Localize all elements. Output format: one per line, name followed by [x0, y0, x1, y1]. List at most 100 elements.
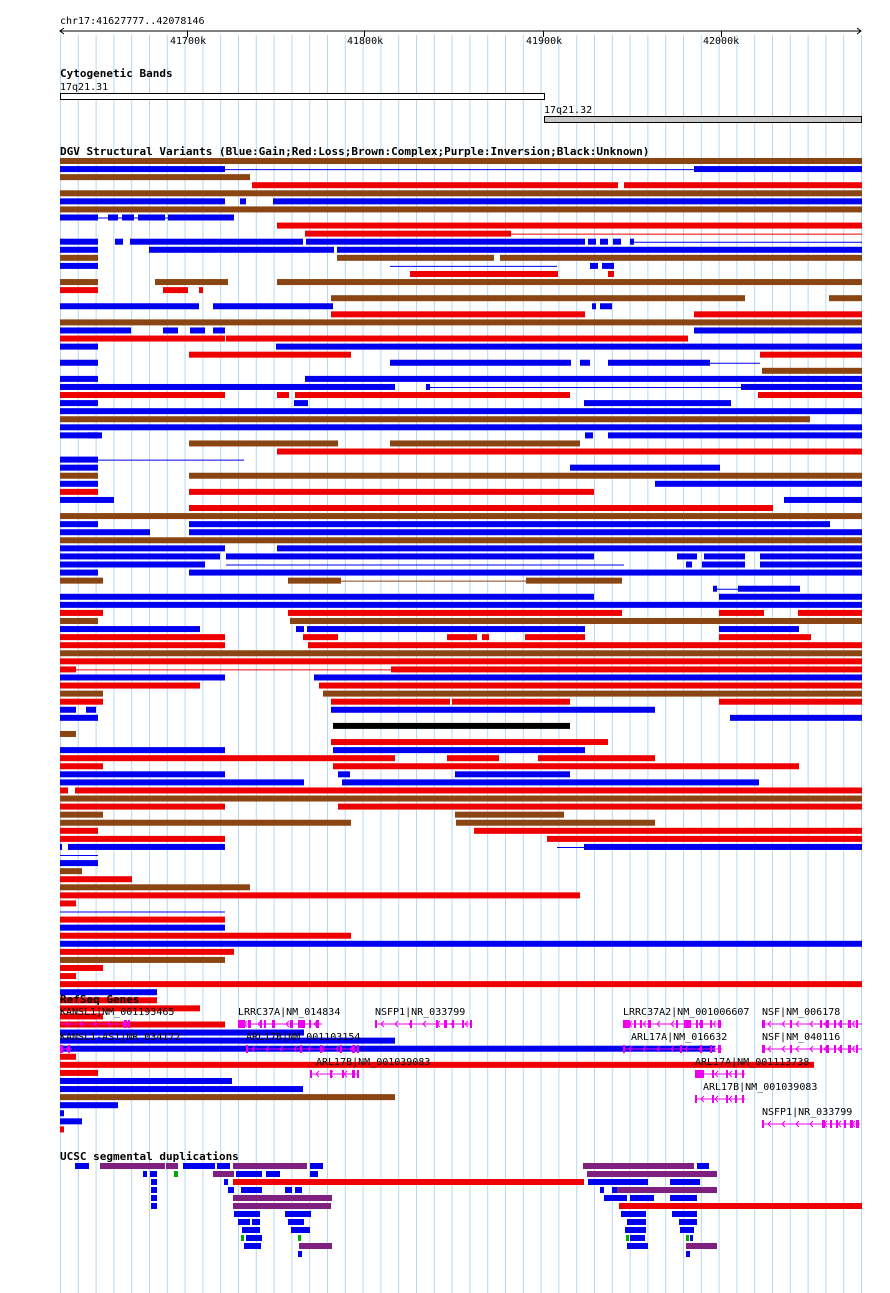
- segdup-feature[interactable]: [619, 1203, 862, 1209]
- gene-exon[interactable]: [300, 1045, 302, 1053]
- dgv-variant[interactable]: [277, 222, 862, 229]
- dgv-variant[interactable]: [60, 424, 862, 431]
- dgv-variant[interactable]: [741, 383, 862, 390]
- segdup-feature[interactable]: [626, 1235, 629, 1241]
- segdup-feature[interactable]: [228, 1187, 234, 1193]
- gene-exon[interactable]: [290, 1020, 293, 1028]
- cytoband[interactable]: [544, 116, 862, 123]
- dgv-variant[interactable]: [60, 343, 98, 350]
- dgv-variant[interactable]: [60, 730, 76, 737]
- gene-exon[interactable]: [676, 1020, 678, 1028]
- dgv-variant[interactable]: [60, 747, 225, 754]
- gene-exon[interactable]: [340, 1045, 342, 1053]
- segdup-feature[interactable]: [166, 1163, 178, 1169]
- dgv-variant[interactable]: [290, 617, 862, 624]
- gene-exon[interactable]: [718, 1045, 721, 1053]
- dgv-variant[interactable]: [60, 158, 862, 164]
- dgv-variant[interactable]: [60, 359, 98, 366]
- segdup-feature[interactable]: [672, 1211, 697, 1217]
- dgv-variant[interactable]: [702, 561, 745, 568]
- dgv-variant[interactable]: [337, 254, 494, 261]
- gene-exon[interactable]: [462, 1020, 464, 1028]
- segdup-feature[interactable]: [630, 1235, 645, 1241]
- dgv-variant[interactable]: [60, 900, 76, 907]
- segdup-feature[interactable]: [288, 1219, 304, 1225]
- dgv-variant[interactable]: [60, 916, 225, 923]
- dgv-variant[interactable]: [60, 383, 395, 390]
- dgv-variant[interactable]: [163, 327, 178, 334]
- segdup-feature[interactable]: [686, 1235, 689, 1241]
- dgv-variant[interactable]: [590, 262, 598, 269]
- gene-exon[interactable]: [735, 1070, 737, 1078]
- segdup-feature[interactable]: [621, 1211, 646, 1217]
- segdup-feature[interactable]: [630, 1195, 654, 1201]
- dgv-variant[interactable]: [694, 311, 862, 318]
- gene-exon[interactable]: [634, 1020, 636, 1028]
- dgv-variant[interactable]: [60, 400, 98, 407]
- gene-exon[interactable]: [444, 1020, 447, 1028]
- dgv-variant[interactable]: [60, 1037, 395, 1044]
- segdup-feature[interactable]: [244, 1243, 261, 1249]
- dgv-variant[interactable]: [60, 1069, 98, 1076]
- dgv-variant[interactable]: [149, 246, 334, 253]
- dgv-variant[interactable]: [60, 706, 76, 713]
- dgv-variant[interactable]: [456, 819, 655, 826]
- dgv-variant[interactable]: [60, 779, 304, 786]
- dgv-variant[interactable]: [608, 432, 862, 439]
- dgv-variant[interactable]: [60, 795, 862, 802]
- gene-exon[interactable]: [68, 1045, 70, 1053]
- gene-exon[interactable]: [696, 1020, 698, 1028]
- dgv-variant[interactable]: [60, 609, 103, 616]
- gene-exon[interactable]: [260, 1020, 262, 1028]
- gene-exon[interactable]: [820, 1020, 822, 1028]
- dgv-variant[interactable]: [60, 1029, 304, 1036]
- dgv-variant[interactable]: [331, 295, 745, 302]
- gene-exon[interactable]: [762, 1020, 765, 1028]
- dgv-variant[interactable]: [226, 335, 688, 342]
- dgv-variant[interactable]: [60, 956, 225, 963]
- segdup-feature[interactable]: [670, 1195, 697, 1201]
- gene-exon[interactable]: [836, 1120, 838, 1128]
- dgv-variant[interactable]: [390, 359, 571, 366]
- dgv-variant[interactable]: [60, 166, 225, 173]
- segdup-feature[interactable]: [617, 1187, 717, 1193]
- gene-exon[interactable]: [856, 1120, 859, 1128]
- dgv-variant[interactable]: [547, 835, 862, 842]
- dgv-variant[interactable]: [60, 755, 395, 762]
- segdup-feature[interactable]: [151, 1203, 157, 1209]
- dgv-variant[interactable]: [60, 1061, 814, 1068]
- dgv-variant[interactable]: [60, 593, 594, 600]
- dgv-variant[interactable]: [538, 755, 655, 762]
- dgv-variant[interactable]: [337, 246, 862, 253]
- dgv-variant[interactable]: [584, 400, 731, 407]
- dgv-variant[interactable]: [60, 416, 810, 423]
- dgv-variant[interactable]: [288, 609, 622, 616]
- dgv-variant[interactable]: [60, 1126, 64, 1133]
- segdup-feature[interactable]: [233, 1163, 307, 1169]
- dgv-variant[interactable]: [60, 698, 103, 705]
- gene-exon[interactable]: [330, 1070, 332, 1078]
- dgv-variant[interactable]: [526, 577, 622, 584]
- segdup-feature[interactable]: [236, 1171, 262, 1177]
- dgv-variant[interactable]: [60, 472, 98, 479]
- dgv-variant[interactable]: [730, 714, 862, 721]
- dgv-variant[interactable]: [60, 658, 862, 665]
- segdup-feature[interactable]: [151, 1187, 157, 1193]
- dgv-variant[interactable]: [410, 270, 558, 277]
- dgv-variant[interactable]: [760, 561, 862, 568]
- dgv-variant[interactable]: [60, 432, 98, 439]
- dgv-variant[interactable]: [199, 287, 203, 294]
- segdup-feature[interactable]: [588, 1179, 648, 1185]
- dgv-variant[interactable]: [333, 747, 585, 754]
- dgv-variant[interactable]: [294, 400, 308, 407]
- dgv-variant[interactable]: [213, 303, 333, 310]
- dgv-variant[interactable]: [303, 634, 338, 641]
- segdup-feature[interactable]: [587, 1171, 717, 1177]
- dgv-variant[interactable]: [60, 981, 862, 988]
- segdup-feature[interactable]: [151, 1179, 157, 1185]
- segdup-feature[interactable]: [299, 1243, 332, 1249]
- dgv-variant[interactable]: [686, 561, 692, 568]
- gene-exon[interactable]: [826, 1020, 829, 1028]
- dgv-variant[interactable]: [60, 1013, 103, 1020]
- segdup-feature[interactable]: [238, 1219, 250, 1225]
